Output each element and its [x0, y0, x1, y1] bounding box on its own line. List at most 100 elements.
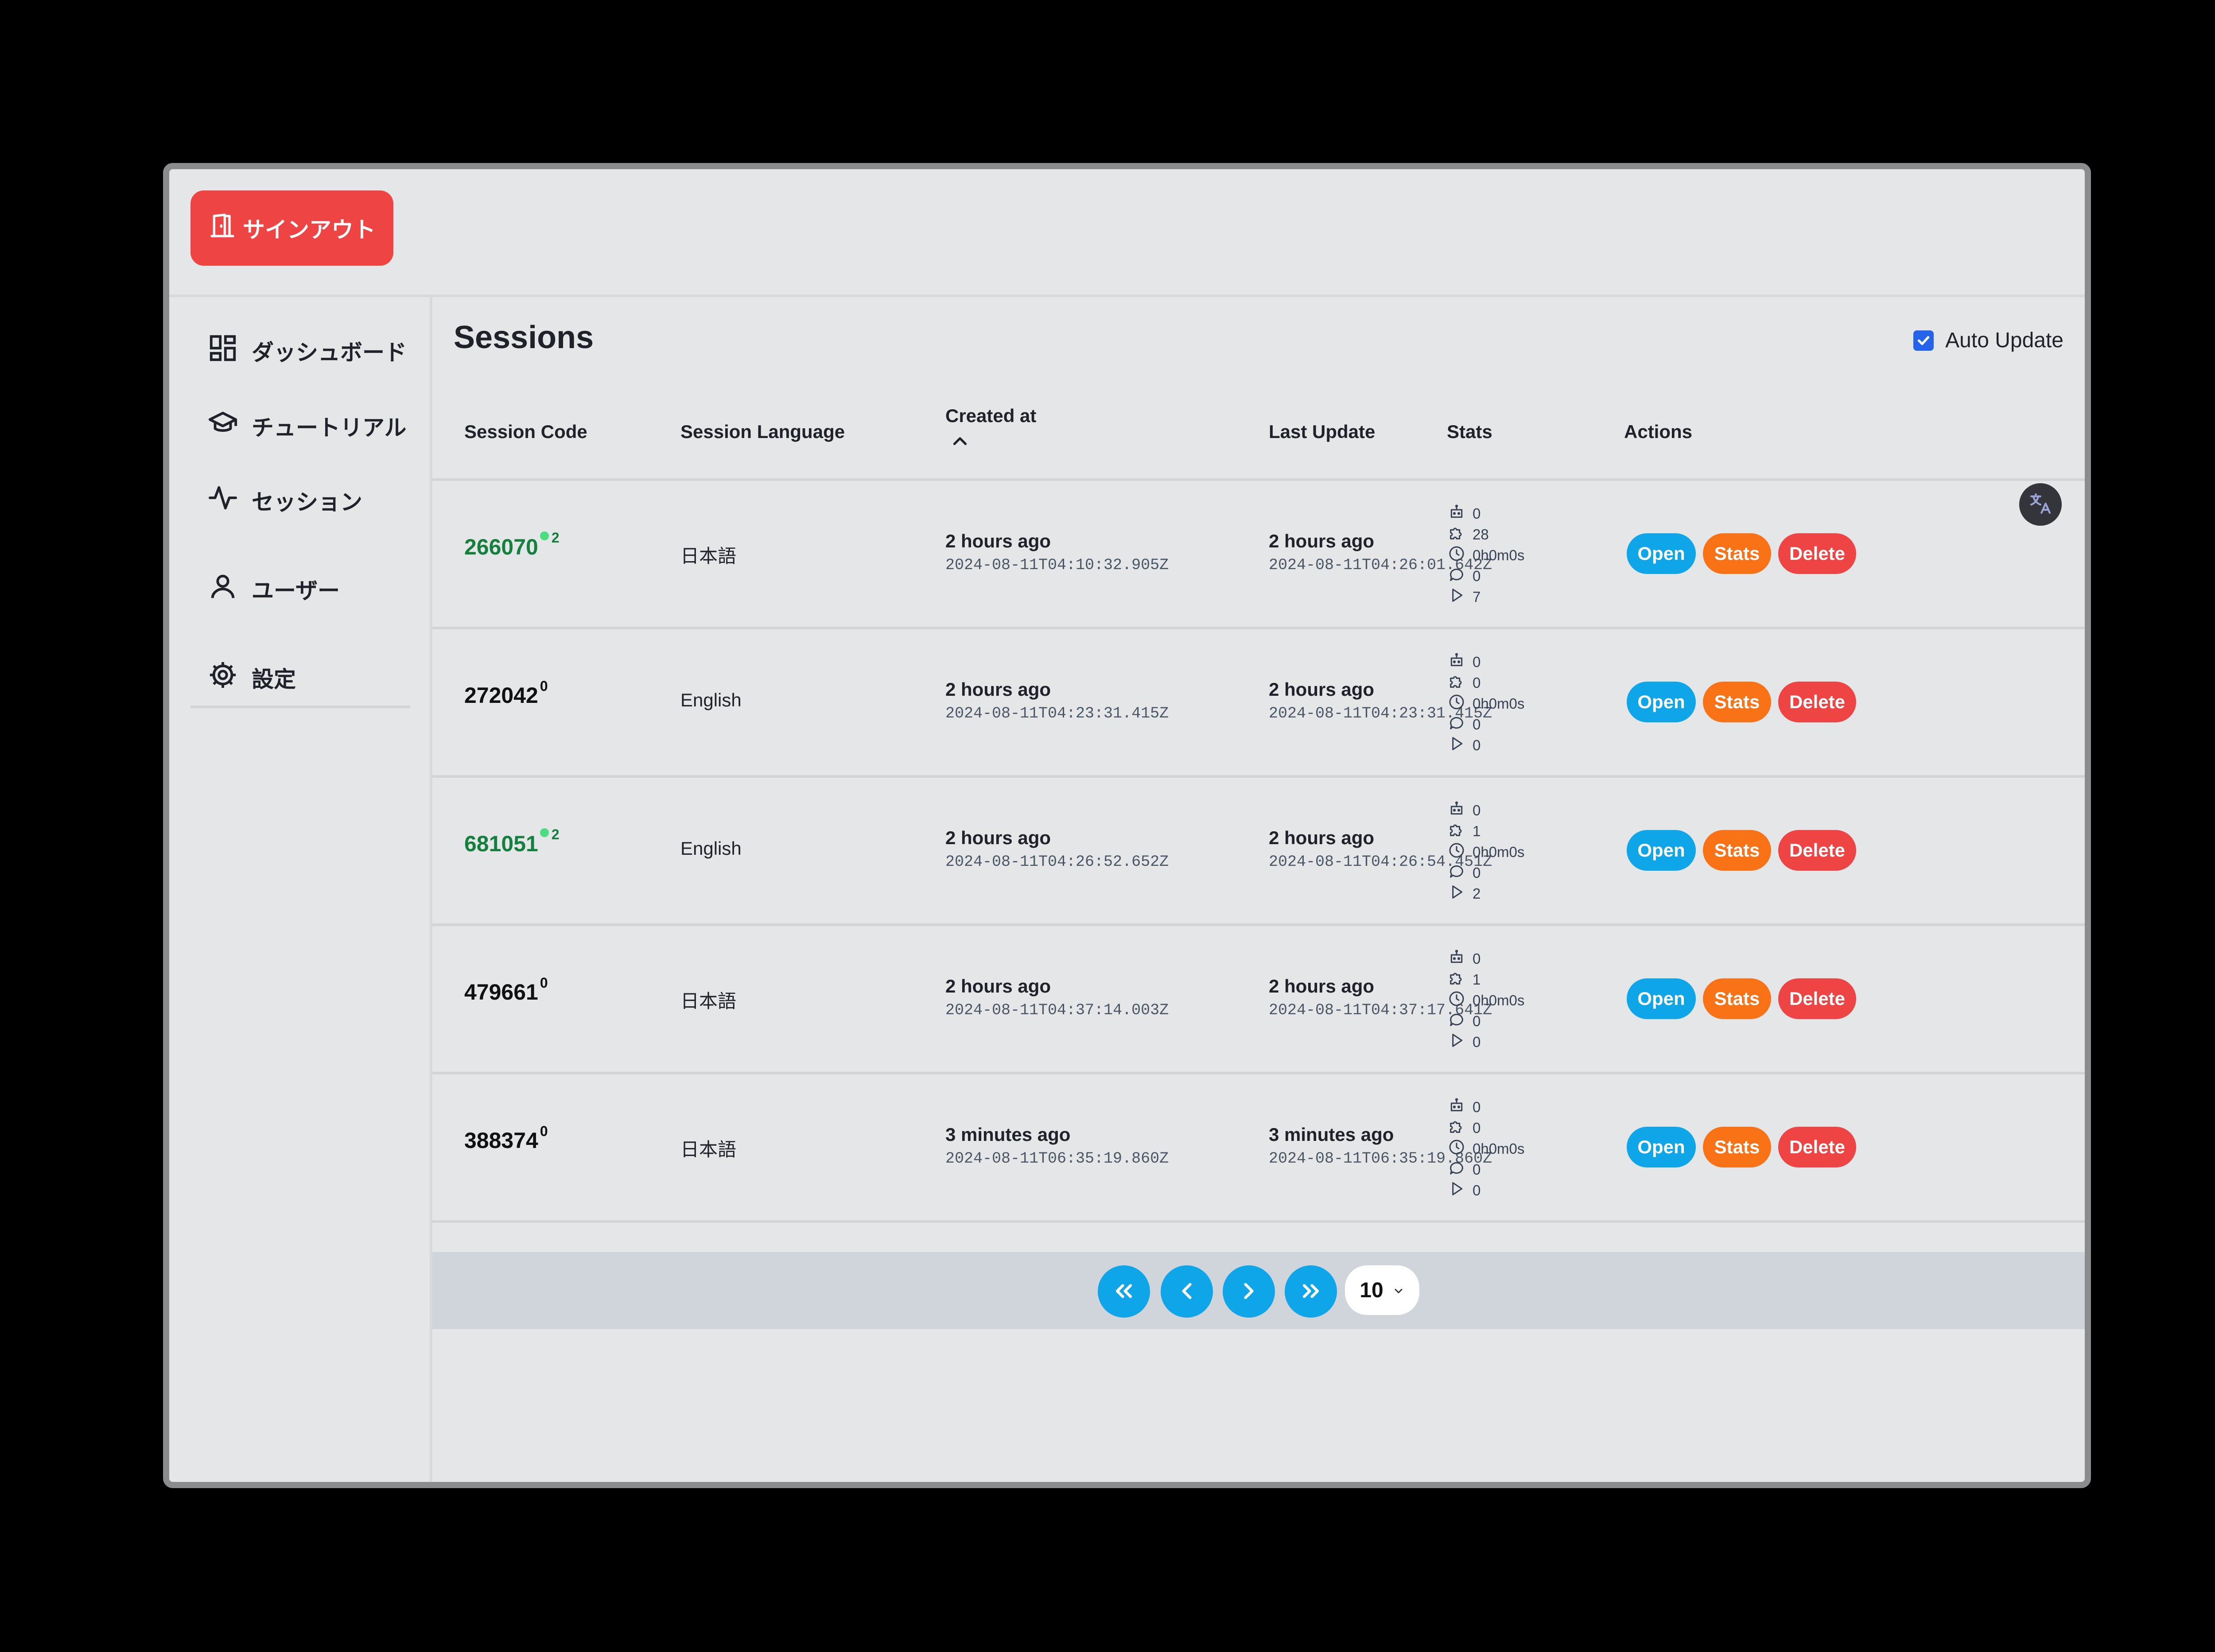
updated-relative: 2 hours ago: [1269, 827, 1375, 848]
stat-value: 0h0m0s: [1473, 992, 1525, 1008]
sidebar-item-label: セッション: [252, 489, 362, 515]
session-code: 479661: [464, 980, 538, 1004]
stat-value: 0h0m0s: [1473, 844, 1525, 860]
stat-value: 0: [1473, 1161, 1481, 1178]
sort-ascending-icon[interactable]: [949, 430, 971, 452]
sidebar-item-sessions[interactable]: セッション: [207, 482, 362, 519]
page-size-select[interactable]: 10: [1345, 1265, 1419, 1315]
stat-item: 0: [1448, 862, 1481, 884]
open-button[interactable]: Open: [1627, 1127, 1696, 1167]
live-indicator-icon: [540, 828, 549, 837]
last-page-button[interactable]: [1285, 1265, 1337, 1318]
stat-value: 0: [1473, 716, 1481, 733]
header-divider: [432, 478, 2085, 481]
sidebar-divider: [190, 706, 410, 708]
session-language: 日本語: [680, 546, 737, 566]
session-language: 日本語: [680, 991, 737, 1012]
stats-button[interactable]: Stats: [1703, 830, 1771, 871]
translate-button[interactable]: [2019, 483, 2062, 526]
delete-button[interactable]: Delete: [1778, 830, 1856, 871]
participant-count: 0: [540, 679, 548, 693]
created-timestamp: 2024-08-11T04:10:32.905Z: [945, 556, 1169, 574]
sidebar: ダッシュボード チュートリアル セッション ユーザー 設定: [169, 297, 432, 1482]
play-icon: [1448, 735, 1465, 756]
stat-item: 0: [1448, 800, 1481, 821]
previous-page-button[interactable]: [1161, 1265, 1213, 1318]
clock-icon: [1448, 693, 1465, 714]
updated-timestamp: 2024-08-11T04:37:17.641Z: [1269, 1001, 1492, 1019]
sidebar-item-users[interactable]: ユーザー: [207, 571, 340, 607]
bot-icon: [1448, 503, 1465, 524]
sidebar-item-label: ユーザー: [252, 578, 340, 604]
signout-label: サインアウト: [243, 217, 376, 243]
stat-value: 1: [1473, 971, 1481, 988]
dashboard-icon: [207, 333, 238, 369]
stat-value: 0: [1473, 1182, 1481, 1198]
stats-button[interactable]: Stats: [1703, 533, 1771, 574]
activity-icon: [207, 482, 238, 519]
session-code: 388374: [464, 1128, 538, 1153]
auto-update-toggle[interactable]: Auto Update: [1913, 328, 2063, 353]
message-icon: [1448, 1011, 1465, 1032]
sidebar-item-label: 設定: [252, 667, 296, 692]
participant-count: 2: [540, 531, 560, 545]
updated-timestamp: 2024-08-11T04:26:54.451Z: [1269, 853, 1492, 871]
participant-count-value: 0: [540, 678, 548, 694]
updated-relative: 3 minutes ago: [1269, 1124, 1394, 1145]
next-page-button[interactable]: [1223, 1265, 1275, 1318]
open-button[interactable]: Open: [1627, 533, 1696, 574]
sidebar-item-tutorial[interactable]: チュートリアル: [207, 408, 407, 444]
stats-button[interactable]: Stats: [1703, 1127, 1771, 1167]
play-icon: [1448, 1180, 1465, 1201]
column-header-last-update: Last Update: [1269, 421, 1376, 442]
stat-value: 0: [1473, 505, 1481, 522]
session-code-link[interactable]: 479661 0: [464, 976, 548, 1005]
chevron-down-icon: [1392, 1278, 1405, 1303]
table-row: 479661 0 日本語 2 hours ago 2024-08-11T04:3…: [432, 926, 2085, 1074]
stat-item: 0h0m0s: [1448, 990, 1524, 1011]
session-code-link[interactable]: 266070 2: [464, 531, 560, 560]
sidebar-item-settings[interactable]: 設定: [207, 659, 296, 696]
session-code-link[interactable]: 272042 0: [464, 679, 548, 708]
stat-item: 2: [1448, 883, 1481, 904]
open-button[interactable]: Open: [1627, 978, 1696, 1019]
stat-value: 0: [1473, 802, 1481, 818]
play-icon: [1448, 883, 1465, 904]
translate-icon: [2028, 491, 2053, 518]
stat-item: 0h0m0s: [1448, 842, 1524, 863]
stat-value: 2: [1473, 885, 1481, 902]
stat-value: 0: [1473, 1013, 1481, 1029]
delete-button[interactable]: Delete: [1778, 978, 1856, 1019]
updated-relative: 2 hours ago: [1269, 531, 1375, 551]
updated-relative: 2 hours ago: [1269, 976, 1375, 997]
stats-button[interactable]: Stats: [1703, 682, 1771, 722]
session-code-link[interactable]: 681051 2: [464, 827, 560, 857]
open-button[interactable]: Open: [1627, 830, 1696, 871]
first-page-button[interactable]: [1098, 1265, 1150, 1318]
auto-update-checkbox[interactable]: [1913, 330, 1934, 351]
play-icon: [1448, 586, 1465, 608]
session-code-link[interactable]: 388374 0: [464, 1124, 548, 1153]
delete-button[interactable]: Delete: [1778, 682, 1856, 722]
signout-button[interactable]: サインアウト: [190, 190, 393, 266]
stat-value: 1: [1473, 823, 1481, 839]
main-panel: Sessions Auto Update Session Code Sessio…: [432, 297, 2085, 1482]
stat-value: 0: [1473, 654, 1481, 670]
clock-icon: [1448, 990, 1465, 1011]
session-code: 272042: [464, 683, 538, 708]
open-button[interactable]: Open: [1627, 682, 1696, 722]
message-icon: [1448, 714, 1465, 735]
delete-button[interactable]: Delete: [1778, 533, 1856, 574]
bot-icon: [1448, 948, 1465, 969]
created-relative: 2 hours ago: [945, 827, 1051, 848]
stat-item: 0h0m0s: [1448, 545, 1524, 566]
stat-item: 0: [1448, 503, 1481, 524]
updated-timestamp: 2024-08-11T06:35:19.860Z: [1269, 1150, 1492, 1167]
column-header-created-at[interactable]: Created at: [945, 405, 1037, 426]
stats-button[interactable]: Stats: [1703, 978, 1771, 1019]
delete-button[interactable]: Delete: [1778, 1127, 1856, 1167]
participant-count-value: 2: [551, 530, 560, 546]
message-icon: [1448, 566, 1465, 587]
created-relative: 2 hours ago: [945, 976, 1051, 997]
sidebar-item-dashboard[interactable]: ダッシュボード: [207, 333, 407, 369]
